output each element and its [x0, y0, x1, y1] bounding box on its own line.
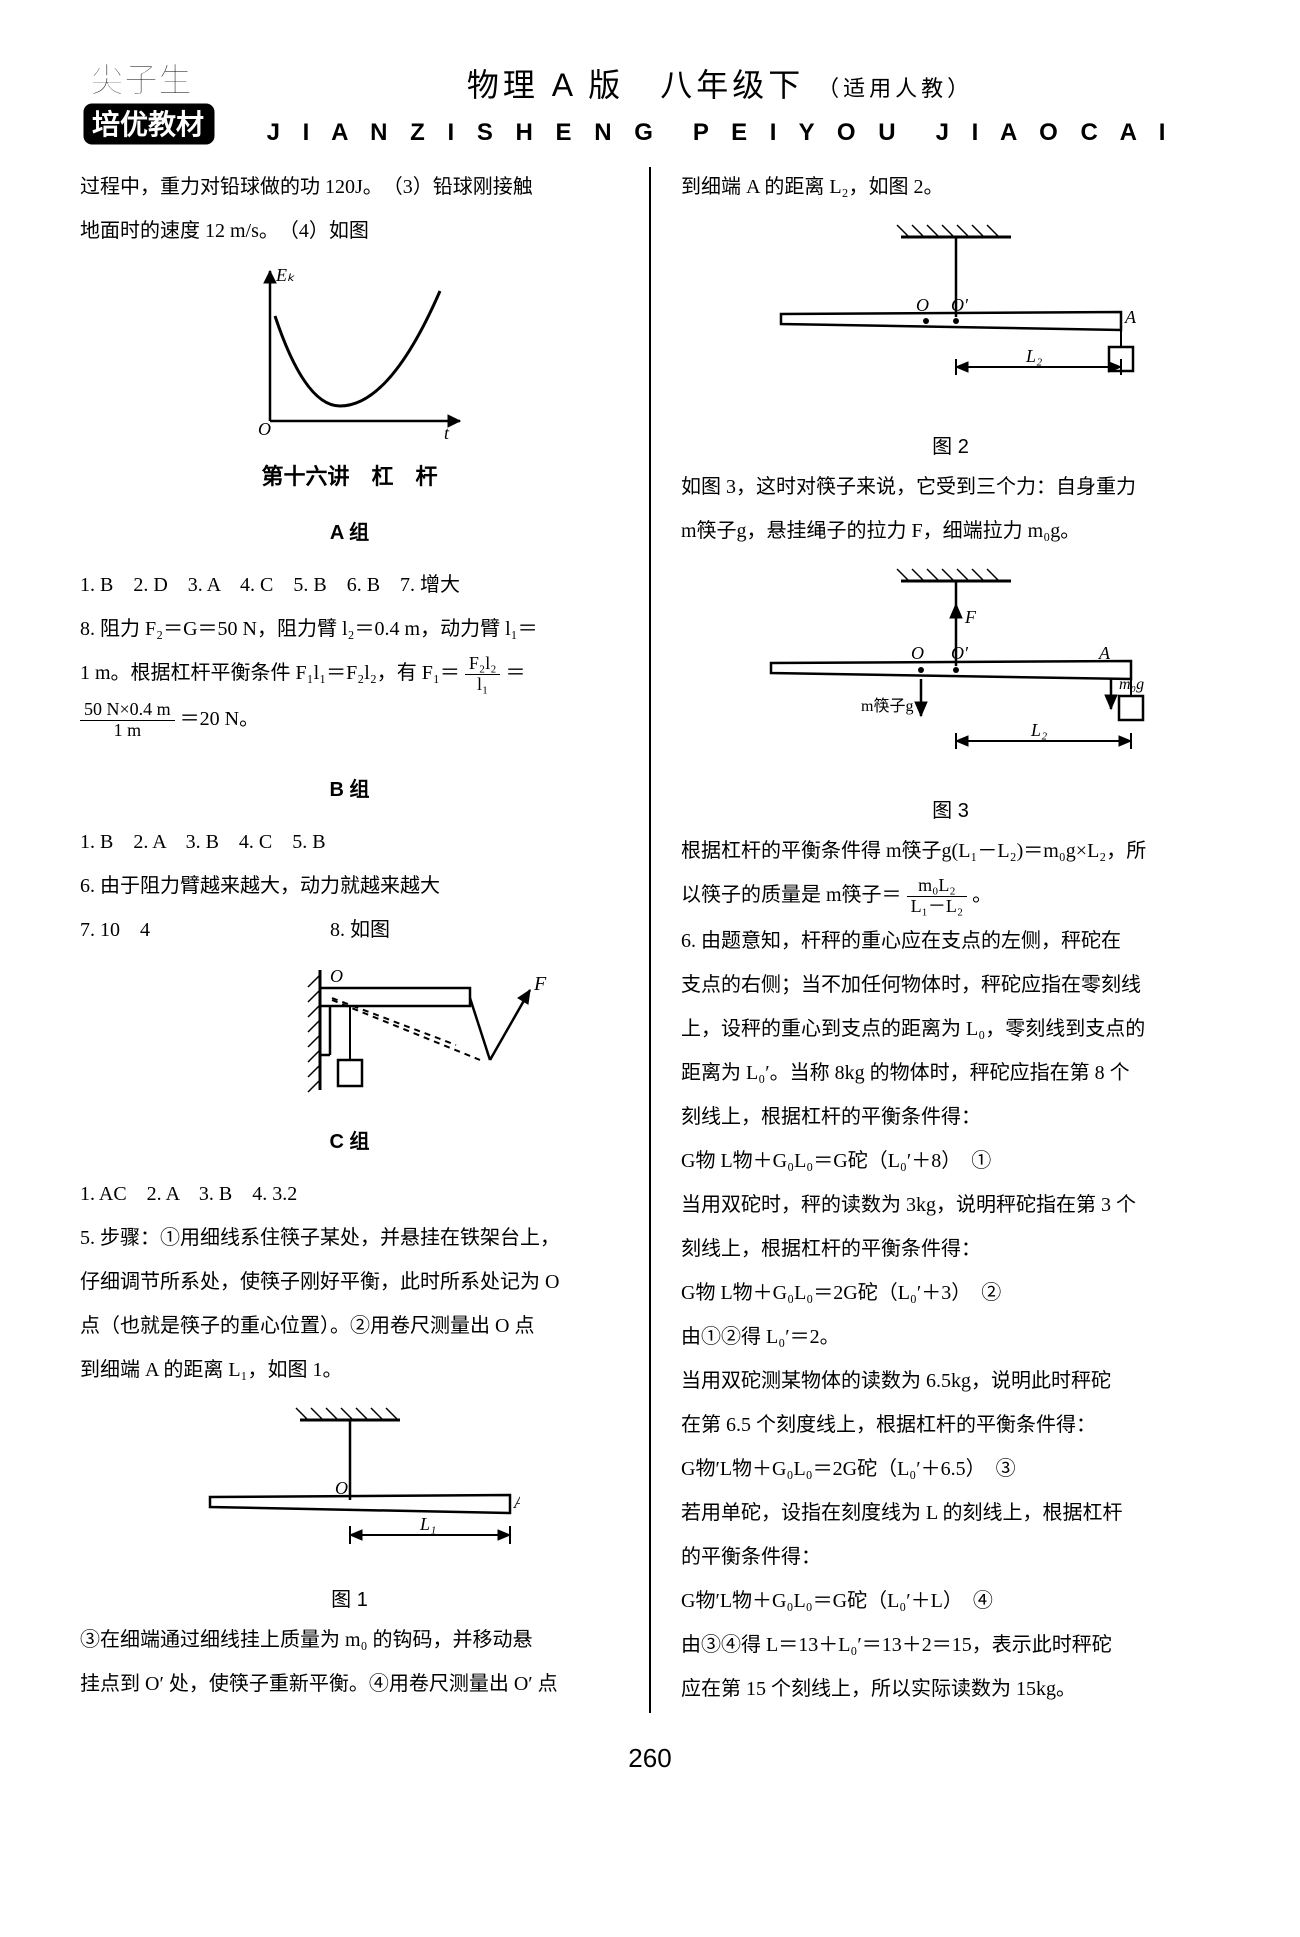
right-para2-1: 如图 3，这时对筷子来说，它受到三个力：自身重力: [681, 467, 1220, 507]
content-columns: 过程中，重力对铅球做的功 120J。 （3）铅球刚接触 地面时的速度 12 m/…: [80, 167, 1220, 1713]
page-number: 260: [80, 1743, 1220, 1774]
svg-text:F: F: [964, 607, 977, 627]
group-a-answers: 1. B 2. D 3. A 4. C 5. B 6. B 7. 增大: [80, 565, 619, 605]
right-q6-eq2: G物 L物＋G₀L₀＝2G砣（L₀′＋3） ②: [681, 1273, 1220, 1313]
lecture-title: 第十六讲 杠 杆: [80, 455, 619, 499]
svg-text:O′: O′: [951, 643, 969, 663]
frac-num: F₂l₂: [465, 654, 501, 675]
right-q6-12: 的平衡条件得：: [681, 1537, 1220, 1577]
logo: 尖子生 培优教材: [80, 50, 220, 150]
group-b-label: B 组: [80, 770, 619, 810]
right-para3-1: 根据杠杆的平衡条件得 m筷子g(L₁－L₂)＝m₀g×L₂，所: [681, 831, 1220, 871]
right-q6-1: 6. 由题意知，杆秤的重心应在支点的左侧，秤砣在: [681, 921, 1220, 961]
frac-num: 50 N×0.4 m: [80, 700, 175, 721]
left-intro-2: 地面时的速度 12 m/s。 （4）如图: [80, 211, 619, 251]
svg-text:O: O: [258, 419, 271, 439]
group-b-q7: 7. 10 4: [80, 919, 150, 941]
group-b-q8-label: 8. 如图: [330, 919, 390, 941]
pinyin-subtitle: J I A N Z I S H E N G P E I Y O U J I A …: [220, 112, 1220, 147]
svg-text:O: O: [335, 1478, 348, 1498]
para3-frac: m₀L₂ L₁－L₂: [907, 876, 968, 917]
logo-text-1: 尖子生: [90, 62, 192, 100]
right-para2-2: m筷子g，悬挂绳子的拉力 F，细端拉力 m₀g。: [681, 511, 1220, 551]
q8-eq: ＝: [505, 662, 525, 684]
group-b-q7q8: 7. 10 4 8. 如图: [80, 910, 619, 950]
right-q6-2: 支点的右侧；当不加任何物体时，秤砣应指在零刻线: [681, 965, 1220, 1005]
q8-frac1: F₂l₂ l₁: [465, 654, 501, 695]
svg-text:L₁: L₁: [419, 1514, 436, 1534]
q8-result: ＝20 N。: [180, 708, 259, 730]
q8-frac2: 50 N×0.4 m 1 m: [80, 700, 175, 741]
right-q6-14: 应在第 15 个刻线上，所以实际读数为 15kg。: [681, 1669, 1220, 1709]
group-c-label: C 组: [80, 1122, 619, 1162]
left-intro-1: 过程中，重力对铅球做的功 120J。 （3）铅球刚接触: [80, 167, 619, 207]
group-a-q8-2: 1 m。根据杠杆平衡条件 F₁l₁＝F₂l₂，有 F₁＝ F₂l₂ l₁ ＝: [80, 653, 619, 695]
group-a-q8-3: 50 N×0.4 m 1 m ＝20 N。: [80, 699, 619, 741]
frac-num: m₀L₂: [907, 876, 968, 897]
svg-text:F: F: [533, 973, 547, 995]
right-q6-7: 刻线上，根据杠杆的平衡条件得：: [681, 1229, 1220, 1269]
group-a-q8-1: 8. 阻力 F₂＝G＝50 N，阻力臂 l₂＝0.4 m，动力臂 l₁＝: [80, 609, 619, 649]
right-q6-eq3: G物′L物＋G₀L₀＝2G砣（L₀′＋6.5） ③: [681, 1449, 1220, 1489]
figure-2: O O′ A L₂: [751, 217, 1151, 417]
main-title-text: 物理 A 版 八年级下: [467, 67, 804, 103]
group-c-q5-5: ③在细端通过细线挂上质量为 m₀ 的钩码，并移动悬: [80, 1620, 619, 1660]
group-c-q5-2: 仔细调节所系处，使筷子刚好平衡，此时所系处记为 O: [80, 1262, 619, 1302]
group-b-q6: 6. 由于阻力臂越来越大，动力就越来越大: [80, 866, 619, 906]
svg-text:O: O: [330, 966, 343, 986]
svg-text:O: O: [911, 643, 924, 663]
main-title-paren: （适用人教）: [817, 76, 973, 101]
right-q6-4: 距离为 L₀′。当称 8kg 的物体时，秤砣应指在第 8 个: [681, 1053, 1220, 1093]
right-column: 到细端 A 的距离 L₂，如图 2。 O O′ A: [681, 167, 1220, 1713]
svg-text:O: O: [916, 295, 929, 315]
right-q6-10: 在第 6.5 个刻度线上，根据杠杆的平衡条件得：: [681, 1405, 1220, 1445]
figure-1-caption: 图 1: [80, 1580, 619, 1620]
group-c-answers: 1. AC 2. A 3. B 4. 3.2: [80, 1174, 619, 1214]
frac-den: l₁: [465, 675, 501, 695]
svg-text:O′: O′: [951, 295, 969, 315]
right-q6-13: 由③④得 L＝13＋L₀′＝13＋2＝15，表示此时秤砣: [681, 1625, 1220, 1665]
para3-prefix: 以筷子的质量是 m筷子＝: [681, 884, 902, 906]
right-q6-11: 若用单砣，设指在刻度线为 L 的刻线上，根据杠杆: [681, 1493, 1220, 1533]
right-q6-3: 上，设秤的重心到支点的距离为 L₀，零刻线到支点的: [681, 1009, 1220, 1049]
page-header: 尖子生 培优教材 物理 A 版 八年级下 （适用人教） J I A N Z I …: [80, 60, 1220, 147]
ek-chart: O t Eₖ: [230, 261, 470, 441]
svg-text:A: A: [1098, 643, 1111, 663]
right-q6-9: 当用双砣测某物体的读数为 6.5kg，说明此时秤砣: [681, 1361, 1220, 1401]
right-q6-8: 由①②得 L₀′＝2。: [681, 1317, 1220, 1357]
right-para3-2: 以筷子的质量是 m筷子＝ m₀L₂ L₁－L₂ 。: [681, 875, 1220, 917]
figure-3-caption: 图 3: [681, 791, 1220, 831]
group-b-answers: 1. B 2. A 3. B 4. C 5. B: [80, 822, 619, 862]
logo-text-2: 培优教材: [92, 108, 204, 141]
right-q6-5: 刻线上，根据杠杆的平衡条件得：: [681, 1097, 1220, 1137]
q8-prefix: 1 m。根据杠杆平衡条件 F₁l₁＝F₂l₂，有 F₁＝: [80, 662, 460, 684]
figure-2-caption: 图 2: [681, 427, 1220, 467]
group-c-q5-1: 5. 步骤：①用细线系住筷子某处，并悬挂在铁架台上，: [80, 1218, 619, 1258]
page: 尖子生 培优教材 物理 A 版 八年级下 （适用人教） J I A N Z I …: [0, 0, 1300, 1814]
group-a-label: A 组: [80, 513, 619, 553]
group-c-q5-4: 到细端 A 的距离 L₁，如图 1。: [80, 1350, 619, 1390]
svg-text:L₂: L₂: [1030, 720, 1047, 740]
svg-text:L₂: L₂: [1025, 346, 1042, 366]
group-c-q5-6: 挂点到 O′ 处，使筷子重新平衡。④用卷尺测量出 O′ 点: [80, 1664, 619, 1704]
svg-text:m₀g: m₀g: [1119, 676, 1144, 693]
svg-text:m筷子g: m筷子g: [861, 697, 913, 715]
right-q6-6: 当用双砣时，秤的读数为 3kg，说明秤砣指在第 3 个: [681, 1185, 1220, 1225]
figure-1: O A L₁: [180, 1400, 520, 1570]
svg-text:A: A: [1124, 307, 1137, 327]
left-column: 过程中，重力对铅球做的功 120J。 （3）铅球刚接触 地面时的速度 12 m/…: [80, 167, 619, 1713]
svg-text:A: A: [513, 1492, 520, 1512]
para3-suffix: 。: [972, 884, 992, 906]
column-divider: [649, 167, 651, 1713]
right-q6-eq1: G物 L物＋G₀L₀＝G砣（L₀′＋8） ①: [681, 1141, 1220, 1181]
group-b-figure: O F: [280, 960, 560, 1110]
frac-den: L₁－L₂: [907, 897, 968, 917]
figure-3: F O O′ A m筷子g m₀g: [741, 561, 1161, 781]
right-cont-1: 到细端 A 的距离 L₂，如图 2。: [681, 167, 1220, 207]
main-title: 物理 A 版 八年级下 （适用人教）: [220, 60, 1220, 106]
group-c-q5-3: 点（也就是筷子的重心位置）。②用卷尺测量出 O 点: [80, 1306, 619, 1346]
svg-text:Eₖ: Eₖ: [275, 265, 295, 285]
right-q6-eq4: G物′L物＋G₀L₀＝G砣（L₀′＋L） ④: [681, 1581, 1220, 1621]
frac-den: 1 m: [80, 721, 175, 741]
